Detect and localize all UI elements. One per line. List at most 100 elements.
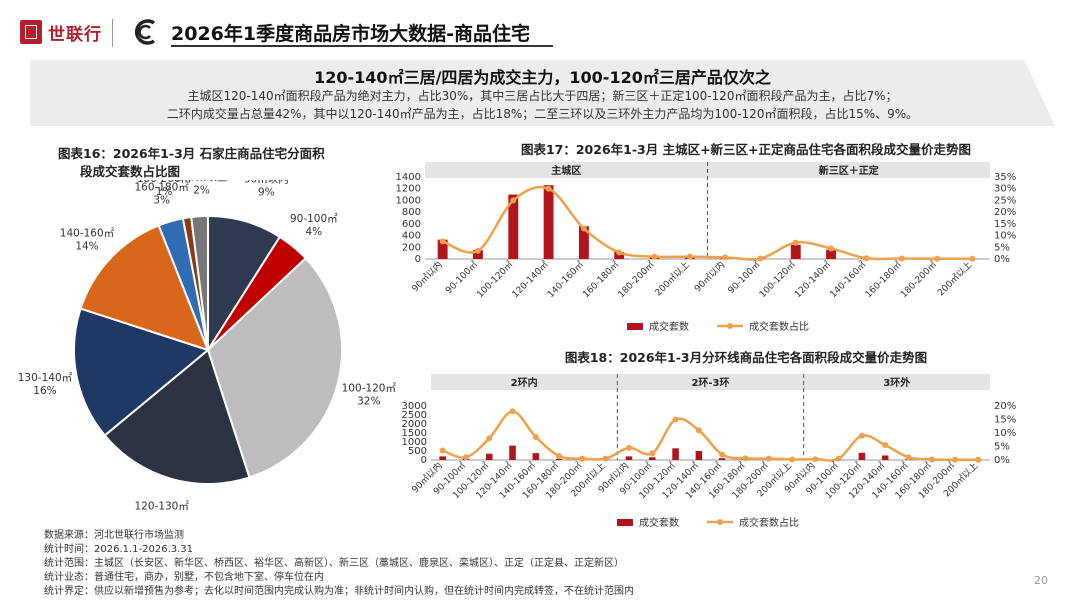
y-right-tick-label: 5%: [994, 442, 1010, 453]
group-label: 2环-3环: [691, 377, 729, 389]
share-point: [462, 454, 469, 461]
x-tick-label: 100-120㎡: [757, 259, 798, 300]
footer-business: 统计业态：普通住宅，商办，别墅，不包含地下室、停车位在内: [44, 572, 324, 583]
share-point: [686, 253, 693, 260]
share-point: [649, 450, 656, 457]
share-point: [969, 255, 976, 262]
share-point: [789, 456, 796, 463]
group-label: 2环内: [511, 376, 538, 389]
y-left-tick-label: 500: [408, 446, 427, 457]
group-band: [431, 374, 990, 390]
header-divider: [112, 19, 113, 47]
bar: [485, 453, 493, 460]
bar: [509, 445, 516, 460]
summary-banner: [30, 60, 1055, 126]
y-left-tick-label: 2500: [402, 410, 427, 421]
y-right-tick-label: 20%: [994, 207, 1016, 218]
y-right-tick-label: 10%: [994, 428, 1016, 439]
share-point: [439, 238, 446, 245]
y-left-tick-label: 600: [402, 219, 421, 230]
share-point: [509, 408, 516, 415]
pie-slice-percent-label: 3%: [153, 195, 170, 207]
bar: [881, 455, 889, 460]
share-point: [474, 247, 481, 254]
legend-bar-label: 成交套数: [639, 516, 679, 529]
share-point: [742, 455, 749, 462]
share-point: [858, 432, 865, 439]
page-title: 2026年1季度商品房市场大数据-商品住宅: [171, 23, 530, 45]
x-tick-label: 160-180㎡: [581, 259, 622, 300]
group-label: 主城区: [551, 164, 581, 177]
share-point: [835, 455, 842, 462]
share-line: [442, 185, 973, 261]
pie-slice-percent-label: 9%: [258, 187, 275, 199]
pie-slice-percent-label: 4%: [305, 226, 322, 238]
bar: [718, 458, 726, 460]
pie-slice-category-label: 130-140㎡: [18, 372, 73, 384]
pie-slice: [206, 256, 343, 479]
share-point: [812, 456, 819, 463]
title-underline: [171, 45, 553, 47]
share-point: [616, 249, 623, 256]
x-tick-label: 180-200㎡: [898, 259, 939, 300]
y-left-tick-label: 1400: [396, 172, 421, 183]
y-right-tick-label: 0%: [994, 254, 1010, 265]
x-tick-label: 200㎡以上: [653, 259, 692, 298]
footer-period: 统计时间：2026.1.1-2026.3.31: [44, 544, 194, 555]
share-point: [672, 416, 679, 423]
chart-18-title: 图表18：2026年1-3月分环线商品住宅各面积段成交量价走势图: [564, 350, 928, 365]
x-tick-label: 160-180㎡: [863, 259, 904, 300]
page-number: 20: [1034, 574, 1048, 587]
x-tick-label: 140-160㎡: [828, 259, 869, 300]
x-tick-label: 120-140㎡: [510, 259, 551, 300]
bar: [649, 457, 656, 460]
y-right-tick-label: 30%: [994, 184, 1016, 195]
y-left-tick-label: 0: [415, 254, 421, 265]
pie-slice-percent-label: 1%: [156, 186, 173, 198]
bar: [532, 453, 540, 460]
bar: [625, 456, 633, 460]
pie-chart-title-line-1: 图表16：2026年1-3月 石家庄商品住宅分面积: [58, 146, 325, 161]
bar: [439, 456, 446, 460]
pie-slice-percent-label: 14%: [75, 240, 98, 252]
legend-line-marker: [727, 323, 733, 329]
y-left-tick-label: 2000: [402, 419, 427, 430]
bar: [790, 244, 801, 259]
x-tick-label: 200㎡以上: [935, 259, 974, 298]
bar: [826, 249, 837, 259]
share-point: [882, 442, 889, 449]
pie-slice: [79, 224, 210, 352]
share-point: [722, 254, 729, 261]
share-point: [625, 444, 632, 451]
pie-slice-category-label: 120-130㎡: [134, 500, 189, 510]
pie-chart-title-line-2: 段成交套数占比图: [80, 164, 181, 179]
share-point: [580, 225, 587, 232]
pie-slice-category-label: 200㎡以上: [176, 180, 228, 183]
y-left-tick-label: 800: [402, 207, 421, 218]
share-point: [556, 452, 563, 459]
share-point: [765, 455, 772, 462]
pie-slice-percent-label: 2%: [193, 184, 210, 196]
x-tick-label: 90㎡以内: [692, 259, 728, 295]
x-tick-label: 140-160㎡: [545, 259, 586, 300]
share-point: [651, 253, 658, 260]
x-tick-label: 120-140㎡: [792, 259, 833, 300]
pie-slice: [103, 348, 251, 485]
share-point: [905, 454, 912, 461]
summary-line-1: 主城区120-140㎡面积段产品为绝对主力，占比30%，其中三居占比大于四居；新…: [187, 89, 898, 103]
bar: [614, 251, 625, 259]
pie-slice-category-label: 90㎡以内: [244, 180, 289, 186]
pie-slice-percent-label: 16%: [33, 385, 56, 397]
share-point: [934, 255, 941, 262]
y-left-tick-label: 200: [402, 242, 421, 253]
share-line: [442, 410, 979, 462]
bar: [578, 226, 589, 259]
bar: [473, 250, 483, 259]
share-point: [792, 239, 799, 246]
x-tick-label: 180-200㎡: [616, 259, 657, 300]
x-tick-label: 100-120㎡: [475, 259, 516, 300]
y-right-tick-label: 0%: [994, 455, 1010, 466]
share-point: [602, 455, 609, 462]
summary-line-2: 二环内成交量占总量42%，其中以120-140㎡产品为主，占比18%；二至三环以…: [166, 107, 919, 121]
